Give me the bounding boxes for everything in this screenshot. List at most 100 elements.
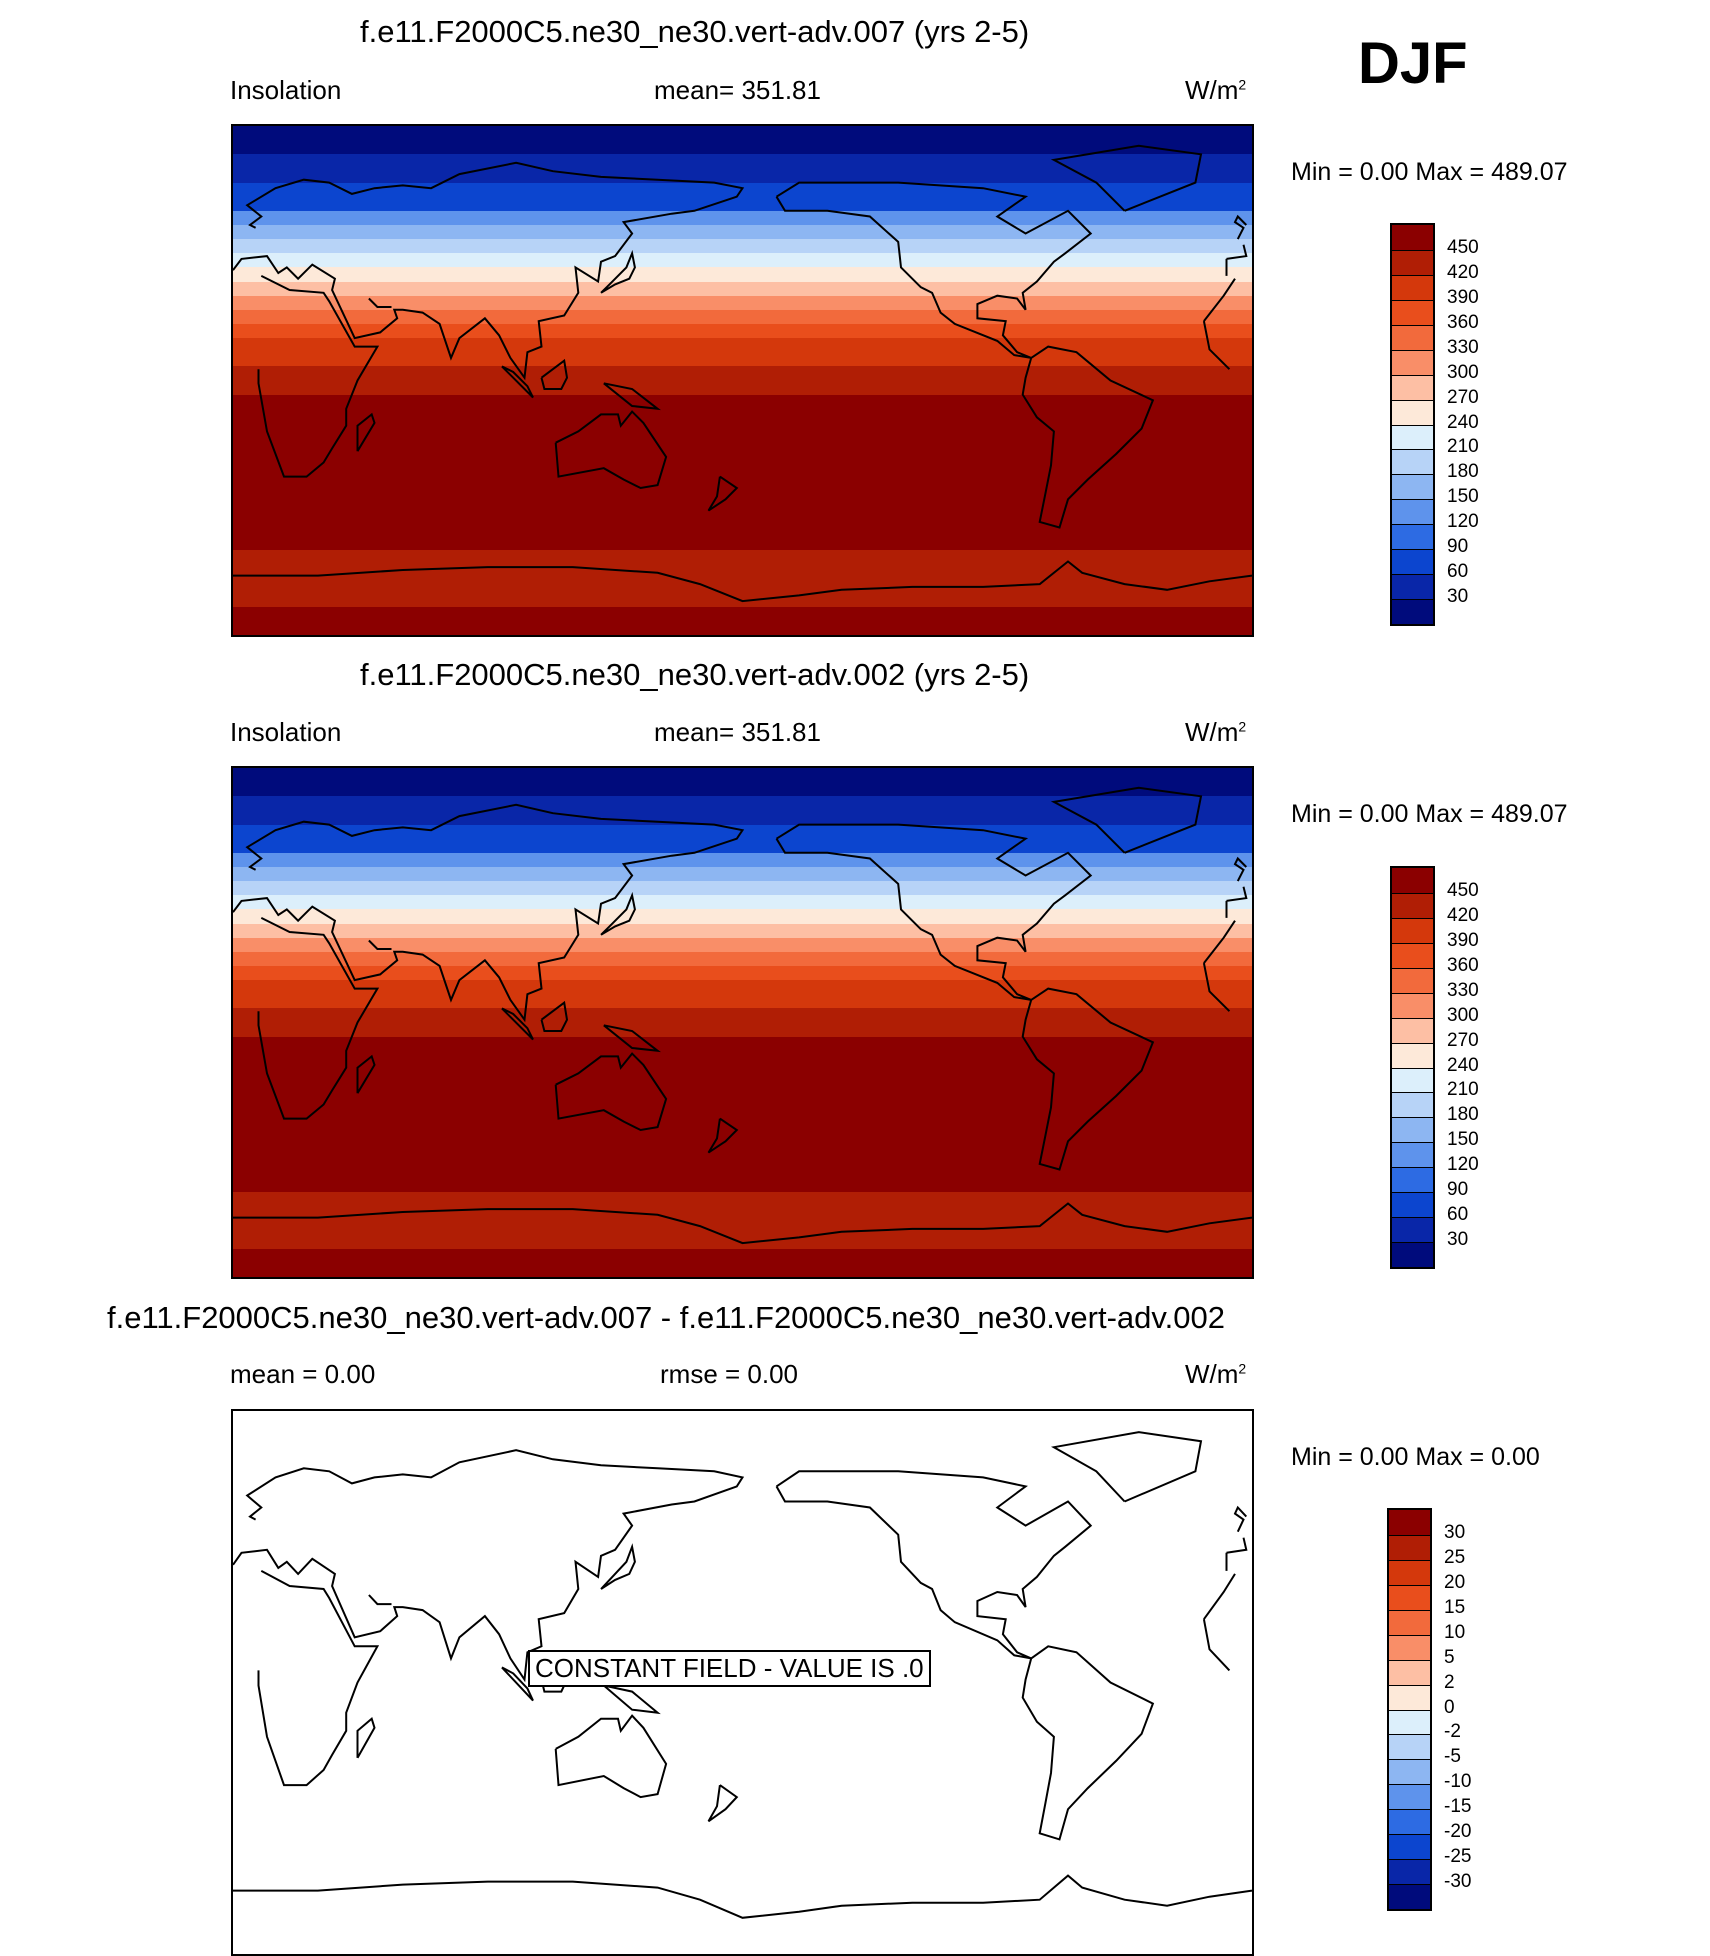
colorbar-tick-label: 270 xyxy=(1447,1029,1479,1051)
panel-2-minmax: Min = 0.00 Max = 489.07 xyxy=(1291,800,1568,828)
coastline-path xyxy=(600,249,636,294)
insolation-band xyxy=(233,281,1252,297)
coastline-path xyxy=(257,1570,1236,1787)
coastlines xyxy=(233,144,1252,603)
colorbar-box xyxy=(1392,1117,1433,1143)
panel-2-center-label: mean= 351.81 xyxy=(654,717,821,747)
colorbar-box xyxy=(1392,349,1433,375)
colorbar-box xyxy=(1392,1192,1433,1218)
panel-2-map xyxy=(231,766,1254,1279)
colorbar-box xyxy=(1392,942,1433,968)
insolation-band xyxy=(233,1022,1252,1038)
coastline-path xyxy=(707,1784,739,1823)
colorbar-box xyxy=(1392,499,1433,525)
coastline-path xyxy=(368,1594,392,1606)
coastline-path xyxy=(600,1543,636,1590)
coastline-path xyxy=(356,412,376,452)
insolation-band xyxy=(233,606,1252,635)
colorbar-tick-label: 2 xyxy=(1444,1671,1455,1693)
colorbar-tick-label: 150 xyxy=(1447,486,1479,508)
coastline-path xyxy=(356,1716,376,1759)
coastline-path xyxy=(1050,786,1203,854)
colorbar-tick-label: 360 xyxy=(1447,311,1479,333)
coastline-path xyxy=(1021,345,1155,529)
colorbar-box xyxy=(1392,1092,1433,1118)
colorbar-box xyxy=(1389,1834,1430,1860)
panel-1-center-label: mean= 351.81 xyxy=(654,75,821,105)
insolation-band xyxy=(233,323,1252,339)
coastline-path xyxy=(1021,1645,1155,1841)
coastline-path xyxy=(233,1202,1252,1245)
insolation-band xyxy=(233,394,1252,410)
panel-1-colorbar xyxy=(1390,223,1435,626)
colorbar-box xyxy=(1389,1784,1430,1810)
coastline-path xyxy=(233,1449,1248,1683)
colorbar-tick-label: 180 xyxy=(1447,1104,1479,1126)
colorbar-box xyxy=(1389,1734,1430,1760)
coastline-path xyxy=(603,1024,662,1053)
constant-field-message: CONSTANT FIELD - VALUE IS .0 xyxy=(528,1650,931,1687)
insolation-band xyxy=(233,1036,1252,1052)
colorbar-tick-label: -15 xyxy=(1444,1796,1472,1818)
coastline-path xyxy=(554,410,668,490)
coastline-path xyxy=(540,358,569,390)
coastline-path xyxy=(501,1007,534,1041)
colorbar-box xyxy=(1389,1559,1430,1585)
insolation-band xyxy=(233,239,1252,254)
colorbar-box xyxy=(1392,1017,1433,1043)
colorbar-box xyxy=(1389,1809,1430,1835)
colorbar-box xyxy=(1389,1759,1430,1785)
coastline-path xyxy=(603,382,662,411)
colorbar-tick-label: 330 xyxy=(1447,979,1479,1001)
colorbar-tick-label: 420 xyxy=(1447,904,1479,926)
panel-3-units: W/m2 xyxy=(1185,1359,1247,1389)
insolation-band xyxy=(233,1008,1252,1023)
colorbar-box xyxy=(1392,299,1433,325)
colorbar-tick-label: 30 xyxy=(1447,586,1469,608)
colorbar-box xyxy=(1392,1217,1433,1243)
panel-3-title: f.e11.F2000C5.ne30_ne30.vert-adv.007 - f… xyxy=(107,1300,1225,1335)
colorbar-box xyxy=(1392,399,1433,425)
coastline-path xyxy=(501,365,534,399)
insolation-band xyxy=(233,1248,1252,1277)
panel-3-center-label: rmse = 0.00 xyxy=(660,1359,799,1389)
colorbar-tick-label: -10 xyxy=(1444,1771,1472,1793)
colorbar-tick-label: 90 xyxy=(1447,536,1469,558)
colorbar-tick-label: -5 xyxy=(1444,1746,1461,1768)
coastline-path xyxy=(1021,987,1155,1171)
insolation-band xyxy=(233,366,1252,381)
coastline-path xyxy=(1233,856,1248,882)
colorbar-box xyxy=(1392,574,1433,600)
colorbar-box xyxy=(1392,892,1433,918)
colorbar-tick-label: 270 xyxy=(1447,386,1479,408)
insolation-band xyxy=(233,1220,1252,1250)
season-label: DJF xyxy=(1358,31,1468,96)
coastline-path xyxy=(233,161,1248,381)
insolation-band xyxy=(233,994,1252,1009)
colorbar-tick-label: -30 xyxy=(1444,1871,1472,1893)
coastline-path xyxy=(368,297,392,308)
coastlines xyxy=(233,1431,1252,1919)
colorbar-box xyxy=(1392,449,1433,475)
colorbar-tick-label: 25 xyxy=(1444,1546,1466,1568)
coastline-path xyxy=(233,560,1252,603)
colorbar-box xyxy=(1389,1684,1430,1710)
panel-1-minmax: Min = 0.00 Max = 489.07 xyxy=(1291,158,1568,186)
colorbar-box xyxy=(1392,524,1433,550)
coastline-path xyxy=(368,939,392,950)
colorbar-box xyxy=(1392,324,1433,350)
colorbar-tick-label: 120 xyxy=(1447,511,1479,533)
colorbar-tick-label: 60 xyxy=(1447,561,1469,583)
colorbar-tick-label: -25 xyxy=(1444,1846,1472,1868)
colorbar-tick-label: 30 xyxy=(1444,1521,1466,1543)
panel-2-title: f.e11.F2000C5.ne30_ne30.vert-adv.002 (yr… xyxy=(360,657,1030,692)
coastline-path xyxy=(1233,214,1248,240)
colorbar-tick-label: 390 xyxy=(1447,929,1479,951)
coastline-path xyxy=(707,475,739,512)
colorbar-tick-label: 20 xyxy=(1444,1571,1466,1593)
coastline-path xyxy=(1050,144,1203,212)
panel-2-left-label: Insolation xyxy=(230,717,342,747)
insolation-band xyxy=(233,965,1252,981)
colorbar-tick-label: 240 xyxy=(1447,411,1479,433)
colorbar-box xyxy=(1392,599,1433,624)
